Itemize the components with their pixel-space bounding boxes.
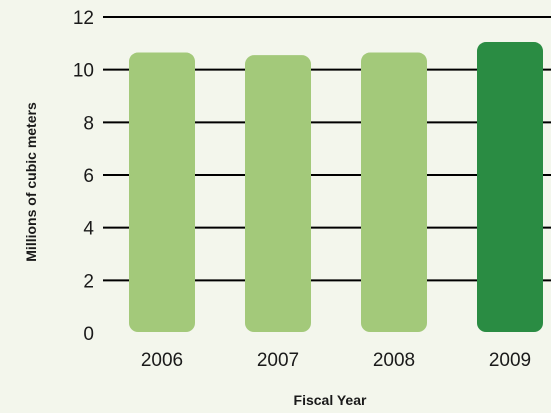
- x-axis-title: Fiscal Year: [294, 392, 367, 408]
- y-axis-title: Millions of cubic meters: [23, 102, 39, 262]
- y-tick-label: 0: [83, 324, 94, 345]
- bar-2007: [245, 55, 311, 332]
- y-tick-label: 10: [73, 61, 94, 82]
- y-tick-label: 6: [83, 166, 94, 187]
- bars: [129, 42, 543, 333]
- bar-2009: [477, 42, 543, 333]
- y-tick-label: 2: [83, 271, 94, 292]
- y-tick-label: 12: [73, 8, 94, 29]
- y-tick-label: 4: [83, 219, 94, 240]
- y-tick-label: 8: [83, 113, 94, 134]
- x-axis-ticks: 2006 2007 2008 2009: [141, 350, 531, 371]
- bar-2006: [129, 52, 195, 333]
- x-tick-label: 2006: [141, 350, 183, 371]
- x-tick-label: 2008: [373, 350, 415, 371]
- bar-2008: [361, 52, 427, 333]
- y-axis-ticks: 0 2 4 6 8 10 12: [73, 8, 95, 345]
- x-tick-label: 2009: [489, 350, 531, 371]
- x-tick-label: 2007: [257, 350, 299, 371]
